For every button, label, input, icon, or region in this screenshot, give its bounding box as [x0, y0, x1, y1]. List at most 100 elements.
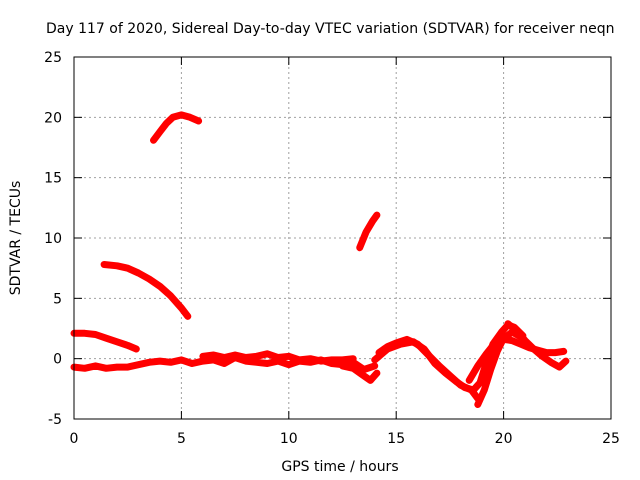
data-point [500, 335, 507, 342]
y-tick-label: 20 [44, 110, 62, 126]
data-point [350, 365, 357, 372]
data-point [474, 362, 481, 369]
data-point [178, 111, 185, 118]
data-point [556, 364, 563, 371]
data-point [339, 356, 346, 363]
ticks [73, 56, 612, 420]
data-point [461, 384, 468, 391]
data-point [221, 354, 228, 361]
data-point [517, 333, 524, 340]
data-point [285, 353, 292, 360]
data-point [410, 338, 417, 345]
y-tick-label: 5 [53, 291, 62, 307]
data-point [253, 359, 260, 366]
y-tick-label: 25 [44, 50, 62, 66]
data-point [178, 305, 185, 311]
data-point [307, 355, 314, 362]
tick-labels: 0 5 10 15 20 25 -5 0 5 10 15 20 25 [44, 50, 620, 447]
data-point [133, 346, 140, 352]
data-point [253, 353, 260, 360]
data-point [384, 346, 391, 352]
data-point [189, 360, 196, 367]
data-point [453, 378, 460, 385]
y-tick-label: 15 [44, 171, 62, 187]
data-point [371, 362, 378, 369]
data-point [481, 387, 488, 393]
data-point [367, 377, 374, 384]
data-point [92, 362, 99, 369]
data-point [318, 358, 324, 365]
data-point [146, 276, 153, 282]
data-point [397, 341, 404, 348]
data-point [373, 370, 380, 377]
x-tick-label: 0 [70, 431, 79, 447]
data-point [285, 361, 292, 368]
data-point [504, 320, 511, 327]
data-point [474, 401, 481, 408]
data-point [264, 360, 271, 367]
data-point [150, 137, 157, 144]
data-point [498, 329, 505, 336]
data-point [114, 262, 120, 269]
y-axis-label: SDTVAR / TECUs [8, 181, 24, 296]
data-point [156, 358, 163, 365]
data-point [560, 348, 567, 355]
data-point [369, 218, 376, 225]
x-axis-label: GPS time / hours [281, 459, 398, 475]
data-point [210, 352, 217, 358]
data-point [167, 359, 174, 366]
data-point [522, 337, 529, 344]
data-point [442, 370, 449, 377]
data-point [124, 265, 131, 272]
series-arc-2 [356, 211, 381, 252]
x-tick-label: 15 [387, 431, 405, 447]
data-point [195, 118, 202, 124]
data-point [350, 355, 357, 362]
data-point [264, 350, 271, 357]
y-tick-label: 0 [53, 352, 62, 368]
data-point [163, 120, 170, 127]
data-point [492, 340, 498, 346]
series-arc-3 [100, 261, 192, 320]
data-point [328, 356, 335, 363]
data-point [124, 364, 131, 371]
data-point [509, 329, 516, 336]
y-tick-label: -5 [48, 412, 62, 428]
data-point [552, 349, 559, 356]
data-point [103, 365, 110, 372]
data-point [81, 330, 88, 337]
data-point [184, 313, 191, 320]
data-point [483, 350, 490, 357]
y-tick-label: 10 [44, 231, 62, 247]
data-point [363, 229, 370, 235]
data-point [547, 359, 554, 366]
data-point [358, 371, 365, 378]
data-point [477, 379, 483, 386]
x-tick-label: 20 [495, 431, 513, 447]
data-point [156, 128, 163, 135]
data-point [124, 342, 131, 349]
x-tick-label: 10 [280, 431, 298, 447]
data-point [103, 335, 110, 342]
data-point [431, 360, 438, 367]
data-point [539, 353, 546, 360]
data-point [530, 346, 537, 352]
chart-title: Day 117 of 2020, Sidereal Day-to-day VTE… [46, 21, 614, 37]
data-point [339, 362, 346, 369]
data-point [135, 361, 142, 368]
data-point [199, 353, 206, 360]
data-point [562, 358, 569, 365]
data-point [494, 348, 501, 355]
data-point [373, 212, 380, 219]
data-point [242, 354, 249, 361]
data-point [296, 356, 303, 363]
data-point [371, 356, 378, 363]
data-point [169, 114, 176, 121]
x-tick-label: 5 [177, 431, 186, 447]
data-point [275, 354, 282, 361]
series-group [70, 111, 570, 408]
data-point [101, 261, 108, 268]
data-point [114, 338, 120, 345]
data-point [167, 292, 174, 299]
